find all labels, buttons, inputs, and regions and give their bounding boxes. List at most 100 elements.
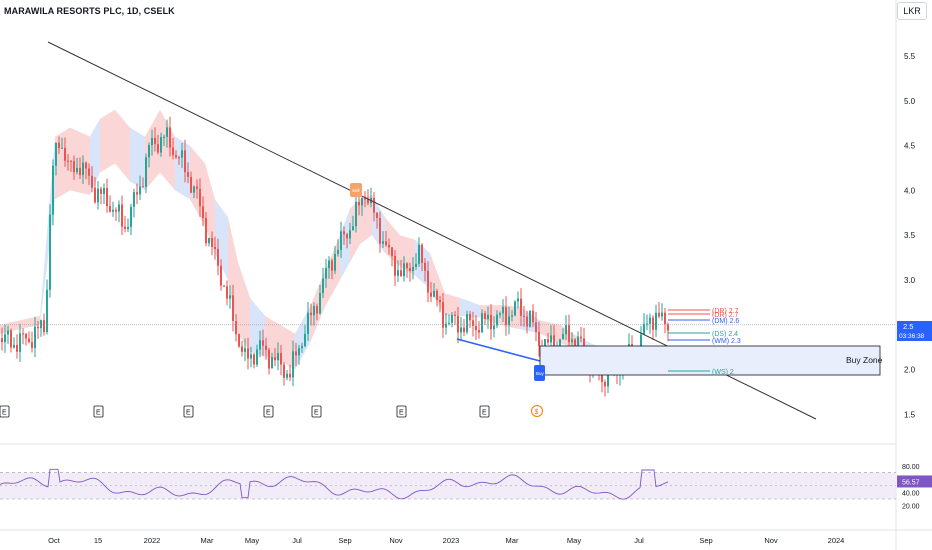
cloud-segment xyxy=(350,199,360,263)
candle-body xyxy=(265,345,267,350)
candle-body xyxy=(55,142,57,166)
candle-body xyxy=(535,322,537,332)
candle-body xyxy=(172,147,174,156)
candle-body xyxy=(136,192,138,195)
candle-body xyxy=(130,206,132,227)
candle-body xyxy=(214,246,216,249)
last-price-value: 2.5 xyxy=(903,322,913,331)
candle-body xyxy=(169,127,171,148)
earnings-marker xyxy=(93,405,104,418)
candle-body xyxy=(52,165,54,215)
candle-body xyxy=(427,270,429,293)
candle-body xyxy=(211,237,213,247)
price-tick-label: 5.0 xyxy=(904,97,916,106)
cloud-segment xyxy=(372,194,385,254)
candle-body xyxy=(472,320,474,326)
candle-body xyxy=(100,188,102,194)
candle-body xyxy=(109,206,111,212)
candle-body xyxy=(160,137,162,153)
candle-body xyxy=(514,301,516,316)
candle-body xyxy=(121,204,123,227)
candle-body xyxy=(442,302,444,328)
candle-body xyxy=(538,331,540,346)
rsi-tick-label: 40.00 xyxy=(902,490,920,497)
earnings-marker xyxy=(0,405,10,418)
candle-body xyxy=(439,299,441,303)
price-tick-label: 3.5 xyxy=(904,231,916,240)
candle-body xyxy=(391,247,393,256)
candle-body xyxy=(319,293,321,314)
candle-body xyxy=(184,150,186,173)
buy-marker-text: Buy xyxy=(536,371,545,376)
candle-body xyxy=(175,155,177,158)
cloud-segment xyxy=(430,253,445,316)
candle-body xyxy=(46,289,48,332)
candle-body xyxy=(382,241,384,244)
candle-body xyxy=(373,198,375,213)
candle-body xyxy=(346,234,348,239)
candle-body xyxy=(478,330,480,333)
earnings-marker xyxy=(479,405,490,418)
candle-body xyxy=(505,306,507,326)
candle-body xyxy=(421,244,423,263)
candle-body xyxy=(304,333,306,347)
candle-body xyxy=(76,167,78,173)
currency-button[interactable]: LKR xyxy=(897,2,927,20)
candle-body xyxy=(4,334,6,343)
candle-body xyxy=(424,262,426,271)
cloud-segment xyxy=(205,163,215,254)
candle-body xyxy=(235,321,237,335)
cloud-segment xyxy=(280,324,295,370)
candle-body xyxy=(496,314,498,326)
candle-body xyxy=(640,334,642,355)
candle-body xyxy=(49,214,51,290)
candle-body xyxy=(202,206,204,219)
cloud-segment xyxy=(460,297,480,318)
candle-body xyxy=(88,168,90,176)
candle-body xyxy=(238,334,240,347)
candle-body xyxy=(187,172,189,177)
dividend-marker xyxy=(531,405,543,417)
candle-body xyxy=(364,198,366,200)
candle-body xyxy=(208,237,210,244)
candle-body xyxy=(178,157,180,159)
earnings-marker-label: E xyxy=(399,410,404,417)
candle-body xyxy=(661,312,663,317)
price-tick-label: 5.5 xyxy=(904,52,916,61)
level-label: (DS) 2.4 xyxy=(712,331,738,338)
candle-body xyxy=(340,231,342,250)
candle-body xyxy=(37,326,39,329)
candle-body xyxy=(1,338,3,343)
candle-body xyxy=(412,266,414,272)
candle-body xyxy=(499,313,501,315)
candle-body xyxy=(205,218,207,244)
candle-body xyxy=(307,312,309,334)
candle-body xyxy=(316,306,318,314)
earnings-marker xyxy=(311,405,322,418)
candle-body xyxy=(418,244,420,264)
candle-body xyxy=(31,342,33,348)
candle-body xyxy=(22,333,24,335)
earnings-marker xyxy=(263,405,274,418)
candle-body xyxy=(25,333,27,339)
rsi-value-label: 56.57 xyxy=(902,479,920,486)
cloud-segment xyxy=(445,293,460,316)
time-tick-label: Oct xyxy=(48,536,61,545)
last-price-badge xyxy=(897,321,932,341)
candle-body xyxy=(601,373,603,382)
candle-body xyxy=(73,161,75,173)
time-tick-label: Jul xyxy=(634,536,644,545)
candle-body xyxy=(397,270,399,276)
candle-body xyxy=(466,314,468,333)
candle-body xyxy=(256,349,258,365)
candle-body xyxy=(139,186,141,195)
candle-body xyxy=(526,316,528,327)
candle-body xyxy=(403,263,405,277)
candle-body xyxy=(115,209,117,212)
earnings-marker-label: E xyxy=(186,410,191,417)
dividend-marker-label: $ xyxy=(535,409,539,416)
time-tick-label: 15 xyxy=(94,536,102,545)
earnings-marker-label: E xyxy=(314,410,319,417)
candle-body xyxy=(352,226,354,231)
